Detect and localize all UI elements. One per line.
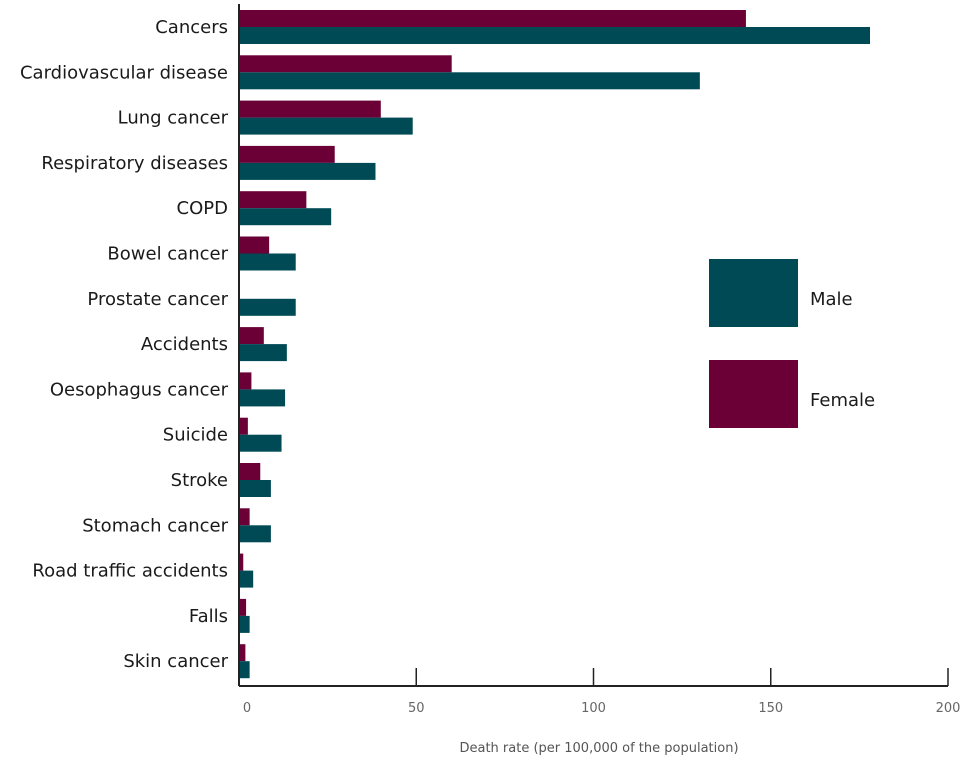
legend: Male Female (709, 259, 875, 428)
bar-male-stomach-cancer (239, 525, 271, 543)
legend-swatch-female (709, 360, 798, 428)
bar-female-road-traffic-accidents (239, 553, 244, 571)
category-labels-group: Cancers Cardiovascular disease Lung cancer… (20, 17, 229, 672)
category-label-falls: Falls (189, 606, 228, 627)
category-label-accidents: Accidents (141, 334, 228, 355)
bars-group (239, 10, 871, 679)
category-label-lung-cancer: Lung cancer (118, 108, 229, 129)
bar-female-bowel-cancer (239, 236, 270, 254)
bar-male-lung-cancer (239, 117, 413, 135)
bar-male-copd (239, 208, 332, 226)
category-label-prostate-cancer: Prostate cancer (87, 289, 228, 310)
x-ticks-group: 0 50 100 150 200 (238, 668, 961, 716)
category-label-road-traffic-accidents: Road traffic accidents (32, 561, 228, 582)
x-tick-label-50: 50 (408, 701, 425, 716)
category-label-skin-cancer: Skin cancer (123, 651, 228, 672)
bar-female-falls (239, 598, 247, 616)
legend-label-female: Female (810, 390, 875, 411)
bar-male-suicide (239, 434, 282, 452)
bar-female-oesophagus-cancer (239, 372, 252, 390)
legend-swatch-male (709, 259, 798, 327)
x-axis-title: Death rate (per 100,000 of the populatio… (459, 741, 738, 756)
category-label-cardiovascular-disease: Cardiovascular disease (20, 62, 228, 83)
x-tick-label-0: 0 (243, 701, 251, 716)
category-label-suicide: Suicide (163, 425, 228, 446)
bar-male-skin-cancer (239, 661, 250, 679)
bar-male-cardiovascular-disease (239, 72, 700, 90)
x-tick-label-150: 150 (758, 701, 783, 716)
bar-female-lung-cancer (239, 100, 381, 118)
bar-male-falls (239, 615, 250, 633)
bar-male-cancers (239, 27, 871, 44)
bar-female-stomach-cancer (239, 508, 250, 526)
bar-male-respiratory-diseases (239, 162, 376, 180)
bar-female-accidents (239, 327, 264, 345)
bar-female-copd (239, 191, 307, 209)
bar-female-cancers (239, 10, 746, 27)
bar-male-road-traffic-accidents (239, 570, 254, 588)
bar-male-bowel-cancer (239, 253, 296, 271)
category-label-respiratory-diseases: Respiratory diseases (41, 153, 228, 174)
bar-female-suicide (239, 417, 248, 435)
bar-male-accidents (239, 344, 287, 362)
x-tick-label-100: 100 (581, 701, 606, 716)
bar-male-oesophagus-cancer (239, 389, 286, 407)
bar-female-stroke (239, 463, 261, 480)
category-label-oesophagus-cancer: Oesophagus cancer (50, 379, 229, 400)
category-label-stomach-cancer: Stomach cancer (82, 515, 228, 536)
category-label-cancers: Cancers (155, 17, 228, 38)
category-label-copd: COPD (177, 198, 228, 219)
x-tick-label-200: 200 (936, 701, 961, 716)
category-label-stroke: Stroke (171, 470, 228, 491)
bar-male-prostate-cancer (239, 298, 296, 316)
bar-male-stroke (239, 480, 271, 497)
category-label-bowel-cancer: Bowel cancer (107, 244, 228, 265)
bar-female-respiratory-diseases (239, 145, 335, 163)
legend-label-male: Male (810, 289, 853, 310)
bar-female-skin-cancer (239, 644, 246, 662)
bar-female-cardiovascular-disease (239, 55, 452, 73)
